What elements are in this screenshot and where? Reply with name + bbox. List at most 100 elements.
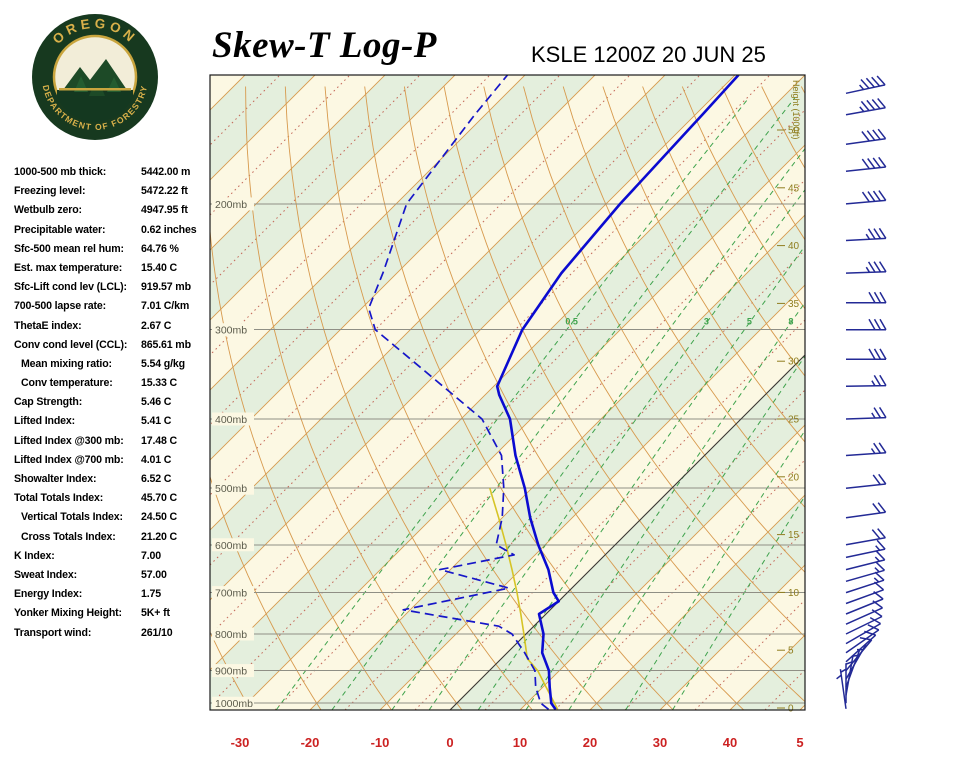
height-tick-label: 20 (788, 472, 800, 483)
temp-axis-labels: -30 -20 -10 0 10 20 30 40 5 (231, 735, 804, 750)
index-label: Cross Totals Index: (21, 530, 116, 543)
index-value: 17.48 C (141, 434, 178, 447)
index-value: 15.33 C (141, 377, 178, 390)
temp-axis-label: 30 (653, 735, 667, 750)
sounding-traces (367, 75, 740, 710)
dewpoint-trace (367, 75, 550, 710)
wind-barb (846, 348, 887, 361)
height-tick-label: 40 (788, 241, 800, 252)
mixing-ratio-lines (275, 97, 805, 710)
pressure-label: 500mb (215, 483, 247, 495)
pressure-label: 1000mb (215, 698, 253, 710)
index-row: K Index: 7.00 (14, 547, 214, 566)
pressure-labels: 200mb 300mb 400mb 500mb 600mb 700mb 800mb 900mb… (212, 197, 254, 710)
index-value: 21.20 C (141, 530, 178, 543)
index-row: Showalter Index: 6.52 C (14, 470, 214, 489)
index-label: Lifted Index: (14, 415, 76, 428)
index-value: 5.41 C (141, 415, 172, 428)
index-label: Vertical Totals Index: (21, 511, 123, 524)
index-label: Energy Index: (14, 588, 83, 601)
pressure-label: 600mb (215, 540, 247, 552)
index-row: Total Totals Index: 45.70 C (14, 489, 214, 508)
index-row: Est. max temperature: 15.40 C (14, 259, 214, 278)
index-row: Conv temperature: 15.33 C (14, 374, 214, 393)
wind-barb (845, 261, 887, 274)
wind-barb (845, 502, 887, 519)
wind-barb (845, 591, 884, 615)
index-value: 24.50 C (141, 511, 178, 524)
wind-barb (846, 291, 887, 304)
plot-frame (209, 74, 806, 711)
wind-barb (845, 128, 887, 145)
index-label: Showalter Index: (14, 473, 97, 485)
height-tick-label: 45 (788, 183, 800, 194)
temp-axis-label: 10 (513, 735, 527, 750)
height-tick-label: 15 (788, 530, 800, 541)
pressure-label: 300mb (215, 325, 247, 337)
index-row: Precipitable water: 0.62 inches (14, 221, 214, 240)
index-label: Cap Strength: (14, 396, 83, 409)
wind-barb (845, 637, 873, 672)
indices-panel: 1000-500 mb thick: 5442.00 m Freezing leve… (14, 163, 214, 643)
wind-barb (845, 616, 881, 645)
wind-barb (845, 528, 886, 546)
wind-barb (845, 600, 883, 625)
index-value: 919.57 mb (141, 281, 191, 294)
wind-barb (845, 581, 885, 605)
wind-barb (845, 609, 883, 635)
index-row: Lifted Index: 5.41 C (14, 412, 214, 431)
temp-axis-label: -30 (231, 735, 250, 750)
index-label: Wetbulb zero: (14, 204, 82, 217)
height-axis-title: Height (1000ft) (791, 80, 801, 140)
index-value: 5.46 C (141, 396, 172, 409)
height-tick-label: 25 (788, 415, 800, 426)
height-tick-label: 5 (788, 646, 794, 657)
index-row: Vertical Totals Index: 24.50 C (14, 508, 214, 527)
index-row: Sfc-Lift cond lev (LCL): 919.57 mb (14, 278, 214, 297)
wind-barb (840, 663, 847, 704)
wind-barb (845, 539, 886, 559)
isotherms (210, 75, 805, 710)
wind-barb (845, 550, 886, 571)
index-label: Sfc-Lift cond lev (LCL): (14, 281, 127, 294)
temp-axis-label: 40 (723, 735, 737, 750)
index-value: 7.01 C/km (141, 300, 190, 313)
index-label: Freezing level: (14, 185, 86, 198)
pressure-lines (210, 203, 805, 704)
index-label: Precipitable water: (14, 223, 106, 236)
page-title: Skew-T Log-P (212, 25, 437, 66)
index-value: 1.75 (141, 588, 162, 601)
wind-barb (845, 561, 886, 583)
temp-axis-label: 0 (446, 735, 453, 750)
index-value: 4.01 C (141, 453, 172, 466)
index-value: 5472.22 ft (141, 185, 188, 198)
index-value: 4947.95 ft (141, 204, 188, 217)
index-label: Lifted Index @300 mb: (14, 434, 124, 447)
index-label: Est. max temperature: (14, 261, 123, 274)
index-row: Cap Strength: 5.46 C (14, 393, 214, 412)
height-tick-label: 0 (788, 704, 794, 715)
index-row: Lifted Index @300 mb: 17.48 C (14, 432, 214, 451)
pressure-label: 700mb (215, 588, 247, 600)
height-tick-label: 50 (788, 126, 800, 137)
pressure-label: 900mb (215, 666, 247, 678)
wind-barb (845, 473, 887, 489)
index-value: 64.76 % (141, 242, 179, 255)
index-row: Sweat Index: 57.00 (14, 566, 214, 585)
temperature-trace (495, 75, 740, 710)
index-value: 45.70 C (141, 492, 178, 505)
wind-barb (845, 442, 887, 457)
index-row: Transport wind: 261/10 (14, 624, 214, 643)
index-row: 1000-500 mb thick: 5442.00 m (14, 163, 214, 182)
height-tick-label: 10 (788, 588, 800, 599)
index-row: Wetbulb zero: 4947.95 ft (14, 201, 214, 220)
index-value: 2.67 C (141, 319, 172, 332)
index-label: Sfc-500 mean rel hum: (14, 242, 124, 255)
height-tick-label: 30 (788, 357, 800, 368)
index-label: Transport wind: (14, 626, 92, 639)
height-tick-label: 35 (788, 299, 800, 310)
wind-barb (845, 374, 887, 388)
dry-adiabats (210, 86, 805, 710)
